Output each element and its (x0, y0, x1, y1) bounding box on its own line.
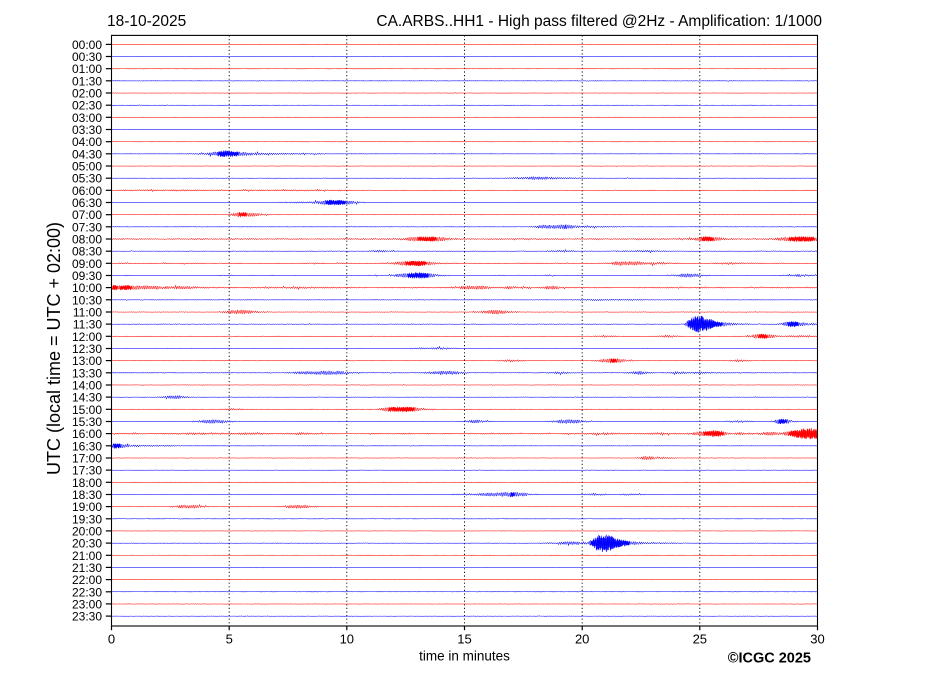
svg-text:22:30: 22:30 (72, 585, 102, 599)
svg-text:30: 30 (810, 632, 824, 647)
svg-text:10:00: 10:00 (72, 281, 102, 295)
svg-text:14:30: 14:30 (72, 391, 102, 405)
svg-text:01:30: 01:30 (72, 74, 102, 88)
svg-text:12:30: 12:30 (72, 342, 102, 356)
svg-text:21:00: 21:00 (72, 549, 102, 563)
svg-text:05:00: 05:00 (72, 160, 102, 174)
svg-text:©ICGC 2025: ©ICGC 2025 (728, 651, 811, 667)
svg-text:23:00: 23:00 (72, 597, 102, 611)
svg-text:06:00: 06:00 (72, 184, 102, 198)
svg-text:03:00: 03:00 (72, 111, 102, 125)
svg-text:25: 25 (693, 632, 707, 647)
svg-text:02:00: 02:00 (72, 87, 102, 101)
svg-text:21:30: 21:30 (72, 561, 102, 575)
svg-text:20:30: 20:30 (72, 537, 102, 551)
svg-text:11:30: 11:30 (73, 318, 102, 332)
svg-text:03:30: 03:30 (72, 123, 102, 137)
svg-text:0: 0 (108, 632, 115, 647)
svg-text:23:30: 23:30 (72, 610, 102, 624)
svg-text:18-10-2025: 18-10-2025 (107, 13, 186, 30)
svg-text:19:30: 19:30 (72, 512, 102, 526)
svg-text:00:30: 00:30 (72, 50, 102, 64)
svg-text:16:00: 16:00 (72, 427, 102, 441)
svg-text:20: 20 (575, 632, 589, 647)
svg-text:11:00: 11:00 (73, 306, 102, 320)
svg-text:CA.ARBS..HH1 - High pass filte: CA.ARBS..HH1 - High pass filtered @2Hz -… (376, 13, 822, 30)
svg-text:5: 5 (226, 632, 233, 647)
svg-text:13:30: 13:30 (72, 366, 102, 380)
svg-text:04:00: 04:00 (72, 135, 102, 149)
svg-text:04:30: 04:30 (72, 147, 102, 161)
svg-text:14:00: 14:00 (72, 379, 102, 393)
svg-text:00:00: 00:00 (72, 38, 102, 52)
svg-text:15:00: 15:00 (72, 403, 102, 417)
svg-text:18:30: 18:30 (72, 488, 102, 502)
svg-text:09:00: 09:00 (72, 257, 102, 271)
svg-text:09:30: 09:30 (72, 269, 102, 283)
svg-text:UTC (local time = UTC + 02:00): UTC (local time = UTC + 02:00) (44, 222, 64, 475)
svg-text:12:00: 12:00 (72, 330, 102, 344)
svg-text:16:30: 16:30 (72, 439, 102, 453)
svg-text:10: 10 (340, 632, 354, 647)
svg-text:08:30: 08:30 (72, 245, 102, 259)
svg-text:06:30: 06:30 (72, 196, 102, 210)
svg-text:15: 15 (457, 632, 471, 647)
svg-text:17:30: 17:30 (72, 464, 102, 478)
svg-text:18:00: 18:00 (72, 476, 102, 490)
svg-text:22:00: 22:00 (72, 573, 102, 587)
svg-text:07:00: 07:00 (72, 208, 102, 222)
svg-text:20:00: 20:00 (72, 524, 102, 538)
svg-text:05:30: 05:30 (72, 172, 102, 186)
svg-text:15:30: 15:30 (72, 415, 102, 429)
svg-text:19:00: 19:00 (72, 500, 102, 514)
svg-text:17:00: 17:00 (72, 452, 102, 466)
svg-text:02:30: 02:30 (72, 99, 102, 113)
svg-text:07:30: 07:30 (72, 220, 102, 234)
svg-text:08:00: 08:00 (72, 233, 102, 247)
svg-text:13:00: 13:00 (72, 354, 102, 368)
svg-text:time in minutes: time in minutes (419, 648, 510, 663)
svg-text:10:30: 10:30 (72, 293, 102, 307)
svg-text:01:00: 01:00 (72, 62, 102, 76)
